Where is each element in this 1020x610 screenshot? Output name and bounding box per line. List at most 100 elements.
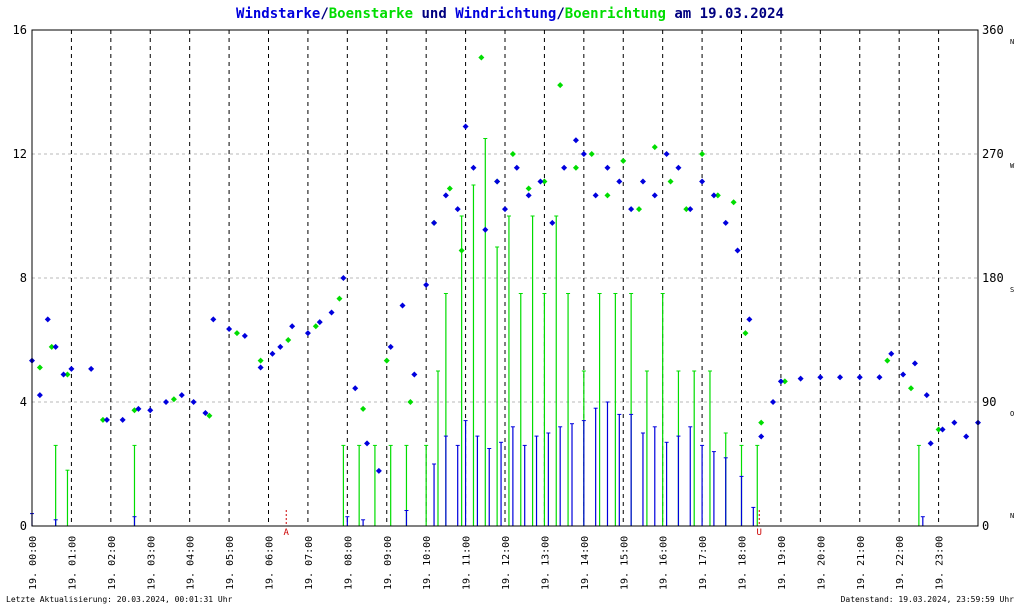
compass-label: N (1010, 38, 1014, 46)
gust-bar (756, 445, 758, 526)
wind-direction-dot (328, 309, 335, 316)
wind-direction-dot (44, 316, 51, 323)
x-tick-label: 19. 21:00 (856, 536, 867, 590)
wind-direction-dot (572, 137, 579, 144)
x-tick-label: 19. 06:00 (265, 536, 276, 590)
wind-direction-dot (699, 178, 706, 185)
wind-direction-dot (470, 164, 477, 171)
wind-direction-dot (68, 365, 75, 372)
footer-data-status: Datenstand: 19.03.2024, 23:59:59 Uhr (841, 595, 1015, 604)
x-tick-label: 19. 19:00 (777, 536, 788, 590)
wind-bar (689, 426, 691, 526)
gust-direction-dot (336, 295, 343, 302)
title-boenrichtung: Boenrichtung (565, 6, 666, 22)
x-tick-label: 19. 09:00 (383, 536, 394, 590)
wind-direction-dot (226, 325, 233, 332)
x-tick-label: 19. 02:00 (107, 536, 118, 590)
wind-direction-dot (241, 332, 248, 339)
gust-bar (425, 445, 427, 526)
wind-direction-dot (927, 440, 934, 447)
gust-direction-dot (588, 151, 595, 157)
wind-bar (583, 420, 585, 526)
y-right-tick-label: 360 (982, 23, 1004, 37)
title-date: am 19.03.2024 (666, 6, 784, 22)
gust-bar (133, 445, 136, 526)
x-tick-label: 19. 07:00 (304, 536, 315, 590)
y-left-tick-label: 8 (20, 271, 27, 285)
wind-bar (713, 451, 715, 526)
gust-direction-dot (572, 164, 579, 171)
wind-bar (630, 414, 632, 526)
gust-bar (445, 293, 447, 526)
wind-bar (445, 436, 447, 526)
gust-direction-dot (699, 151, 706, 157)
gust-bar (405, 445, 408, 526)
title-windrichtung: Windrichtung (455, 6, 556, 22)
wind-bar (457, 445, 459, 526)
wind-direction-dot (951, 419, 958, 426)
wind-bar (677, 436, 680, 526)
gust-bar (693, 371, 695, 526)
wind-bar (133, 516, 136, 526)
wind-direction-dot (592, 192, 599, 199)
wind-bar (595, 408, 597, 526)
wind-direction-dot (210, 316, 217, 323)
gust-bar (484, 138, 486, 526)
wind-direction-dot (462, 123, 469, 130)
sunset-marker-label: U (757, 528, 762, 538)
wind-direction-dot (580, 151, 587, 157)
wind-direction-dot (876, 374, 883, 381)
gust-bar (614, 293, 616, 526)
title-und: und (413, 6, 455, 22)
wind-direction-dot (651, 192, 658, 199)
wind-direction-dot (537, 178, 544, 185)
wind-bar (464, 420, 467, 526)
gust-direction-dot (683, 206, 690, 213)
gust-direction-dot (509, 151, 516, 157)
gust-direction-dot (525, 185, 532, 192)
gust-direction-dot (206, 412, 213, 419)
y-right-tick-label: 90 (982, 395, 996, 409)
wind-bar (618, 414, 620, 526)
compass-label: O (1010, 410, 1014, 418)
wind-direction-dot (770, 399, 777, 405)
wind-bar (500, 442, 502, 526)
gust-bar (709, 371, 711, 526)
wind-direction-dot (52, 343, 59, 350)
gust-direction-dot (478, 54, 485, 61)
wind-direction-dot (103, 416, 110, 423)
wind-bar (606, 402, 609, 526)
wind-direction-dot (675, 164, 682, 171)
wind-direction-dot (431, 219, 438, 226)
gust-direction-dot (446, 185, 453, 192)
gust-direction-dot (407, 399, 414, 405)
x-tick-label: 19. 08:00 (343, 536, 354, 590)
gust-bar (472, 185, 475, 526)
wind-direction-dot (60, 371, 67, 378)
gust-bar (461, 216, 463, 526)
wind-bar (362, 519, 364, 526)
wind-bar (642, 433, 644, 526)
y-right-tick-label: 180 (982, 271, 1004, 285)
gust-bar (342, 445, 344, 526)
gust-bar (66, 470, 69, 526)
wind-bar (346, 516, 348, 526)
wind-bar (666, 442, 668, 526)
wind-bar (922, 516, 924, 526)
wind-direction-dot (710, 192, 717, 199)
gust-direction-dot (651, 144, 658, 151)
x-tick-label: 19. 00:00 (28, 536, 39, 590)
wind-direction-dot (502, 206, 508, 213)
gust-direction-dot (742, 330, 749, 337)
x-tick-label: 19. 04:00 (186, 536, 197, 590)
gust-direction-dot (170, 396, 177, 403)
wind-direction-dot (375, 467, 382, 474)
gust-direction-dot (458, 247, 465, 254)
wind-direction-dot (604, 164, 611, 171)
wind-bar (701, 445, 703, 526)
wind-bar (488, 448, 490, 526)
x-tick-label: 19. 18:00 (738, 536, 749, 590)
wind-direction-dot (494, 178, 501, 185)
dots-layer (29, 54, 981, 474)
